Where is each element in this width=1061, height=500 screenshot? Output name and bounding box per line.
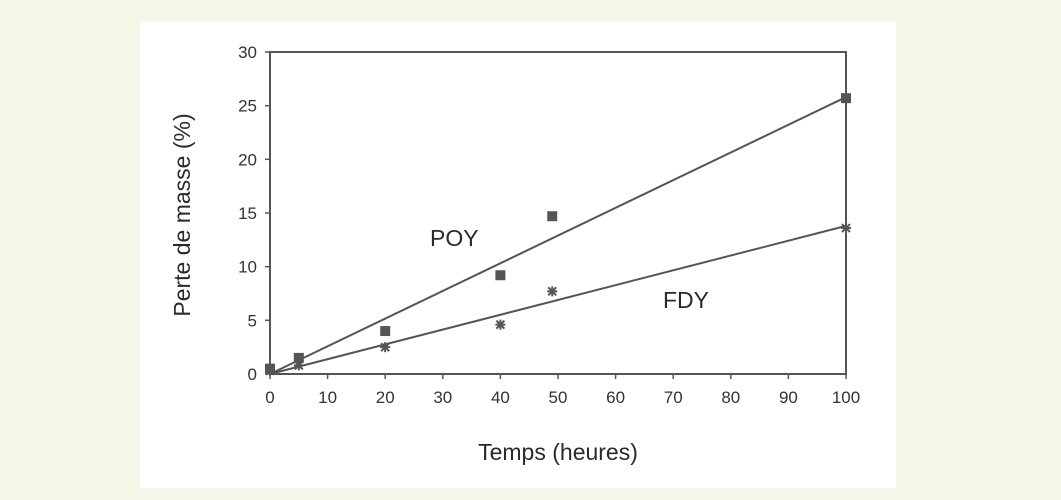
series-label-fdy: FDY — [663, 287, 709, 313]
y-tick-label: 30 — [238, 43, 257, 62]
x-tick-label: 20 — [376, 388, 395, 407]
point-poy — [380, 326, 391, 337]
fit-line-poy — [269, 96, 847, 375]
point-fdy — [547, 286, 558, 297]
chart-card: 0 5 10 15 20 25 30 0 10 20 30 40 50 60 70 80 90 100 POY … — [140, 22, 896, 488]
x-tick-label: 40 — [491, 388, 510, 407]
point-fdy — [265, 365, 275, 376]
fit-line-fdy — [269, 224, 847, 375]
x-tick-label: 70 — [664, 388, 683, 407]
y-tick-label: 10 — [238, 258, 257, 277]
point-fdy — [495, 319, 506, 330]
x-tick-label: 10 — [318, 388, 337, 407]
point-poy — [547, 211, 558, 222]
x-tick-label: 60 — [606, 388, 625, 407]
y-axis-ticks: 0 5 10 15 20 25 30 — [238, 43, 270, 384]
x-tick-label: 30 — [433, 388, 452, 407]
plot-frame — [269, 51, 847, 375]
x-tick-label: 80 — [721, 388, 740, 407]
point-fdy — [380, 342, 391, 353]
x-tick-label: 100 — [832, 388, 860, 407]
point-fdy — [841, 223, 851, 234]
y-tick-label: 25 — [238, 97, 257, 116]
series-label-poy: POY — [430, 225, 479, 251]
point-poy — [293, 352, 304, 363]
y-axis-label: Perte de masse (%) — [169, 113, 195, 316]
x-tick-label: 0 — [265, 388, 274, 407]
x-tick-label: 50 — [549, 388, 568, 407]
point-poy — [495, 270, 506, 281]
x-axis-ticks: 0 10 20 30 40 50 60 70 80 90 100 — [265, 374, 860, 407]
data-points — [265, 93, 851, 376]
x-axis-label: Temps (heures) — [478, 439, 638, 465]
point-poy — [841, 93, 851, 104]
y-tick-label: 0 — [248, 365, 257, 384]
y-tick-label: 15 — [238, 204, 257, 223]
y-tick-label: 20 — [238, 150, 257, 169]
fit-lines — [269, 96, 847, 375]
y-tick-label: 5 — [248, 311, 257, 330]
x-tick-label: 90 — [779, 388, 798, 407]
point-fdy — [293, 360, 304, 371]
